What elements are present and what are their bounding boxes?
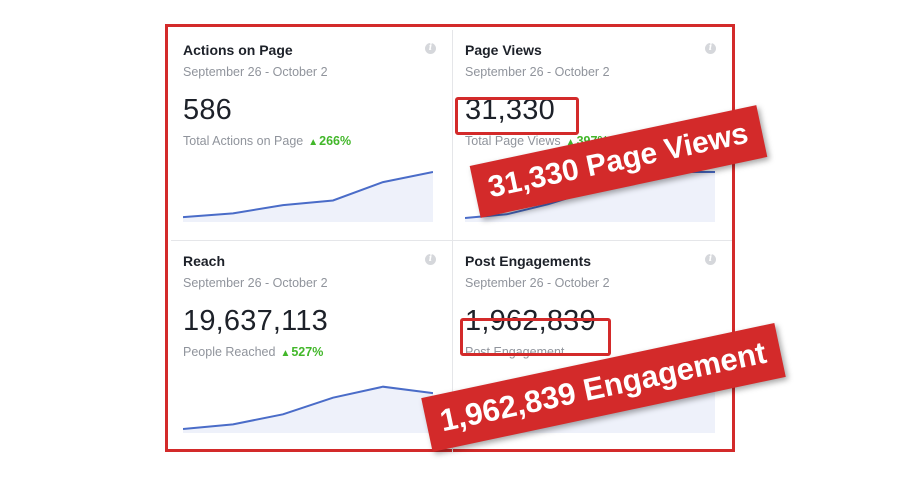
card-sub-text: Total Actions on Page: [183, 134, 304, 148]
card-title: Actions on Page: [183, 42, 293, 58]
card-sub-text: Total Page Views: [465, 134, 561, 148]
triangle-up-icon: ▲: [308, 137, 319, 148]
card-value: 1,962,839: [465, 305, 596, 337]
highlight-box-engagements: [460, 318, 611, 356]
card-reach[interactable]: Reach September 26 - October 2 i 19,637,…: [171, 241, 453, 452]
card-change: 527%: [291, 345, 324, 359]
triangle-up-icon: ▲: [280, 348, 291, 359]
sparkline-area: [183, 172, 433, 222]
card-title: Post Engagements: [465, 253, 592, 269]
card-sub-text: People Reached: [183, 345, 276, 359]
info-icon[interactable]: i: [425, 254, 436, 265]
info-icon[interactable]: i: [425, 43, 436, 54]
sparkline-chart: [183, 171, 433, 222]
card-sub-label: People Reached ▲527%: [183, 345, 323, 359]
card-title: Reach: [183, 253, 226, 269]
card-date-range: September 26 - October 2: [183, 276, 328, 290]
sparkline-line: [183, 171, 433, 219]
card-actions-on-page[interactable]: Actions on Page September 26 - October 2…: [171, 30, 453, 241]
card-date-range: September 26 - October 2: [183, 65, 328, 79]
sparkline-area: [183, 386, 433, 433]
highlight-box-page-views: [455, 97, 579, 135]
card-change: 266%: [319, 134, 352, 148]
triangle-up-icon: ▲: [565, 137, 576, 148]
info-icon[interactable]: i: [705, 43, 716, 54]
insights-panel: Actions on Page September 26 - October 2…: [165, 24, 735, 452]
card-sub-label: Total Actions on Page ▲266%: [183, 134, 351, 148]
card-value: 586: [183, 94, 232, 126]
sparkline-line: [183, 385, 433, 430]
info-icon[interactable]: i: [705, 254, 716, 265]
card-date-range: September 26 - October 2: [465, 65, 610, 79]
sparkline-chart: [183, 385, 433, 433]
card-value: 19,637,113: [183, 305, 328, 337]
card-date-range: September 26 - October 2: [465, 276, 610, 290]
card-title: Page Views: [465, 42, 542, 58]
